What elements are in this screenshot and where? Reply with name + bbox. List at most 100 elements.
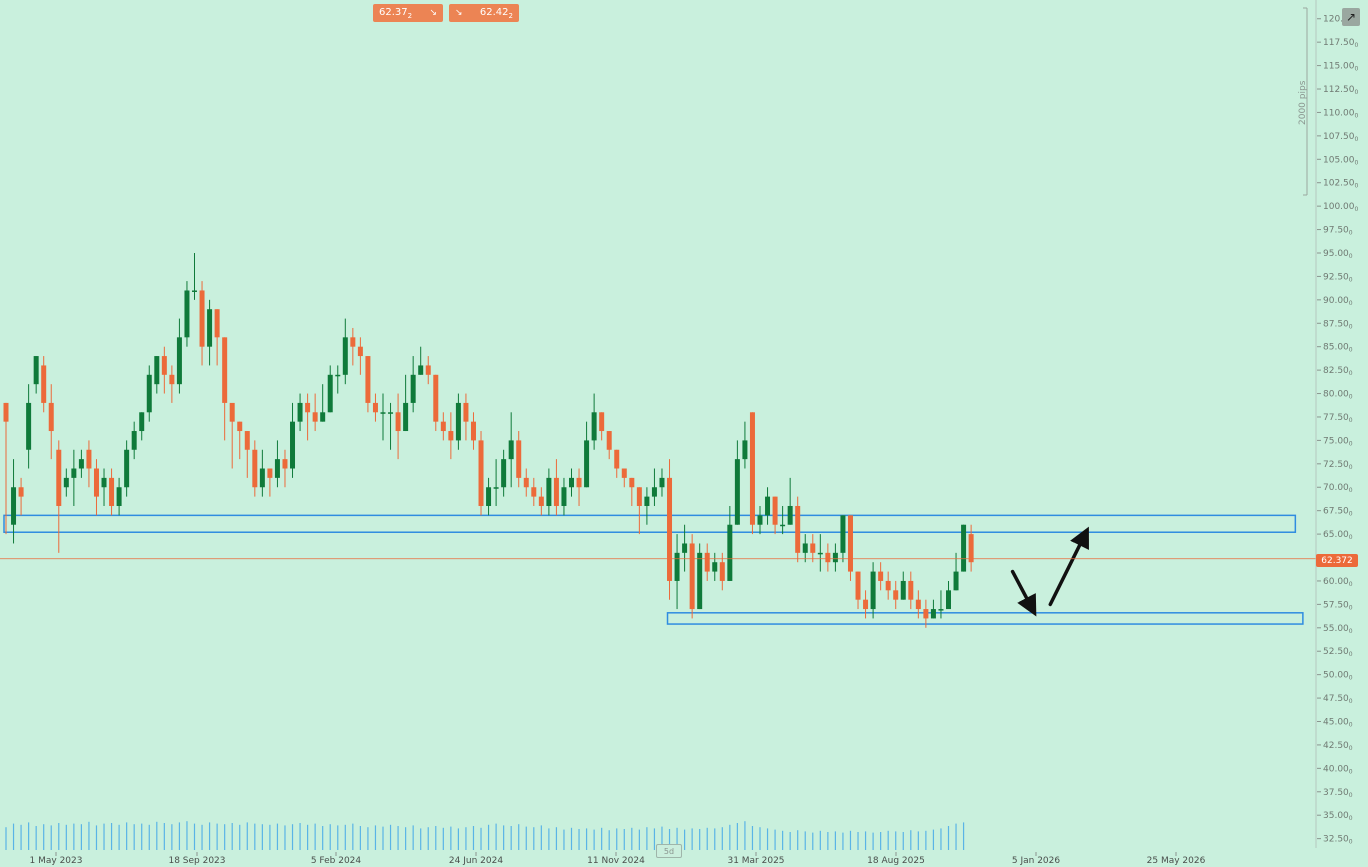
- candle-up: [930, 609, 936, 619]
- projection-arrow-up: [1048, 526, 1089, 607]
- price-axis[interactable]: 120.000117.500115.000112.500110.000107.5…: [1315, 0, 1359, 848]
- price-tick-label: 50.000: [1323, 671, 1353, 682]
- sell-price-sub: 2: [407, 11, 413, 20]
- candle-down: [161, 356, 167, 375]
- candle-up: [712, 562, 718, 572]
- candle-up: [802, 543, 808, 553]
- price-tick-suffix: 0: [1349, 534, 1353, 541]
- candle-down: [923, 609, 929, 619]
- support-zone: [666, 612, 1304, 625]
- candle-up: [388, 412, 394, 414]
- date-tick-label: 18 Sep 2023: [168, 856, 225, 866]
- price-tick-label: 87.500: [1323, 319, 1353, 330]
- price-tick-label: 65.000: [1323, 530, 1353, 541]
- sell-button[interactable]: 62.372 ↘: [373, 4, 443, 22]
- candle-up: [184, 290, 190, 338]
- price-tick-label: 47.500: [1323, 694, 1353, 705]
- price-tick-label: 77.500: [1323, 413, 1353, 424]
- price-tick-label: 45.000: [1323, 718, 1353, 729]
- candle-down: [86, 449, 92, 469]
- price-tick-label: 92.500: [1323, 272, 1353, 283]
- candle-up: [765, 496, 771, 516]
- date-tick-label: 5 Feb 2024: [311, 856, 362, 866]
- price-tick-label: 70.000: [1323, 483, 1353, 494]
- candle-down: [576, 477, 582, 488]
- candle-up: [501, 459, 507, 488]
- candle-down: [395, 412, 401, 432]
- candle-up: [124, 449, 130, 488]
- candle-up: [410, 374, 416, 403]
- price-tick-suffix: 0: [1349, 768, 1353, 775]
- price-tick-suffix: 0: [1355, 89, 1359, 96]
- candle-up: [561, 487, 567, 506]
- candle-down: [357, 346, 363, 357]
- price-tick-suffix: 0: [1355, 42, 1359, 49]
- candle-down: [772, 496, 778, 525]
- candle-down: [885, 580, 891, 591]
- candle-up: [418, 365, 424, 375]
- date-tick-label: 1 May 2023: [30, 856, 83, 866]
- candle-down: [893, 590, 899, 600]
- candle-up: [817, 552, 823, 555]
- candle-down: [214, 309, 220, 338]
- candle-up: [297, 402, 303, 422]
- candle-down: [795, 505, 801, 553]
- candle-up: [154, 356, 160, 385]
- price-tick-suffix: 0: [1349, 253, 1353, 260]
- price-tick-label: 57.500: [1323, 600, 1353, 611]
- candle-down: [599, 412, 605, 432]
- candle-up: [320, 412, 326, 422]
- candles[interactable]: [3, 252, 974, 628]
- date-tick-label: 25 May 2026: [1147, 856, 1206, 866]
- price-tick-suffix: 0: [1349, 511, 1353, 518]
- buy-button[interactable]: ↘ 62.422: [449, 4, 519, 22]
- price-tick-label: 40.000: [1323, 764, 1353, 775]
- candle-down: [704, 552, 710, 572]
- candle-up: [697, 552, 703, 610]
- candle-up: [953, 571, 959, 591]
- candle-up: [659, 477, 665, 488]
- price-tick-suffix: 0: [1349, 464, 1353, 471]
- price-tick-label: 75.000: [1323, 436, 1353, 447]
- price-tick-label: 72.500: [1323, 460, 1353, 471]
- candle-up: [546, 477, 552, 506]
- sell-price: 62.37: [379, 6, 408, 18]
- candle-down: [56, 449, 62, 506]
- candle-up: [146, 374, 152, 413]
- candle-down: [553, 477, 559, 506]
- candle-up: [682, 543, 688, 553]
- price-tick-label: 90.000: [1323, 296, 1353, 307]
- buy-price-sub: 2: [508, 11, 513, 20]
- candle-down: [18, 487, 24, 497]
- candle-down: [305, 402, 311, 413]
- price-tick-label: 82.500: [1323, 366, 1353, 377]
- price-tick-label: 42.500: [1323, 741, 1353, 752]
- current-price-label: 62.372: [1316, 554, 1358, 567]
- candle-up: [787, 505, 793, 525]
- candle-up: [403, 402, 409, 432]
- candle-up: [26, 402, 32, 450]
- price-tick-label: 32.500: [1323, 835, 1353, 846]
- interval-chip[interactable]: 5d: [656, 844, 682, 858]
- candle-up: [290, 421, 296, 469]
- external-link-icon[interactable]: ↗: [1342, 8, 1360, 26]
- candle-down: [222, 337, 228, 403]
- candle-down: [855, 571, 861, 600]
- candle-down: [863, 599, 869, 610]
- zones[interactable]: [3, 514, 1304, 625]
- price-tick-suffix: 0: [1349, 675, 1353, 682]
- candle-down: [825, 552, 831, 563]
- projection-arrows[interactable]: [1010, 526, 1089, 617]
- candle-up: [116, 487, 122, 506]
- candle-up: [274, 459, 280, 478]
- candle-up: [71, 468, 77, 478]
- candle-up: [11, 487, 17, 525]
- date-axis[interactable]: 1 May 2023 18 Sep 2023 5 Feb 2024 24 Jun 20…: [30, 852, 1206, 866]
- pips-measure: 2000 pips: [1298, 7, 1308, 196]
- price-tick-label: 37.500: [1323, 788, 1353, 799]
- candle-up: [176, 337, 182, 385]
- candle-up: [33, 356, 39, 385]
- price-tick-label: 52.500: [1323, 647, 1353, 658]
- price-tick-suffix: 0: [1349, 815, 1353, 822]
